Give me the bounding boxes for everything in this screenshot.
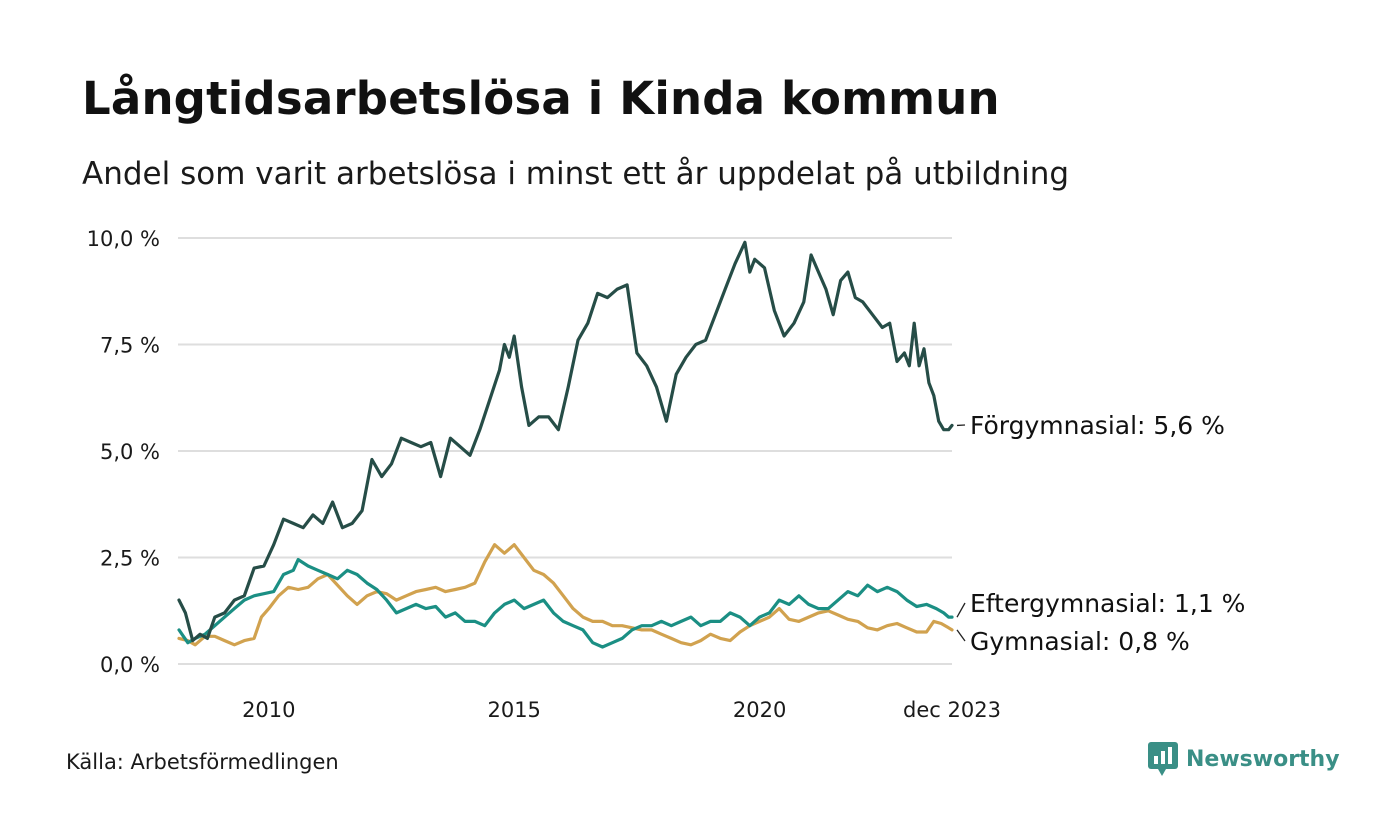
series-end-labels: Förgymnasial: 5,6 % Eftergymnasial: 1,1 %… (956, 411, 1245, 656)
chart-subtitle: Andel som varit arbetslösa i minst ett å… (82, 156, 1070, 192)
label-leader-line (956, 602, 966, 618)
newsworthy-logo-icon (1148, 742, 1178, 776)
y-tick-label: 10,0 % (87, 227, 160, 251)
source-note: Källa: Arbetsförmedlingen (66, 750, 339, 774)
y-axis: 0,0 % 2,5 % 5,0 % 7,5 % 10,0 % (87, 227, 160, 677)
y-tick-label: 7,5 % (100, 334, 160, 358)
brand: Newsworthy (1148, 742, 1340, 776)
brand-name: Newsworthy (1186, 746, 1340, 772)
series-line-gymnasial (177, 543, 954, 647)
series-end-label: Förgymnasial: 5,6 % (970, 411, 1225, 440)
x-tick-label: 2015 (487, 698, 540, 722)
x-tick-label: dec 2023 (903, 698, 1001, 722)
series-line-eftergymnasial (177, 558, 954, 649)
series-end-label: Gymnasial: 0,8 % (970, 627, 1190, 656)
series-line-förgymnasial (177, 240, 954, 643)
x-tick-label: 2020 (733, 698, 786, 722)
y-tick-label: 0,0 % (100, 653, 160, 677)
label-leader-line (956, 629, 966, 642)
series-end-label: Eftergymnasial: 1,1 % (970, 589, 1245, 618)
y-tick-label: 5,0 % (100, 440, 160, 464)
y-tick-label: 2,5 % (100, 547, 160, 571)
series-lines (177, 240, 954, 649)
chart-title: Långtidsarbetslösa i Kinda kommun (82, 72, 1000, 125)
x-axis: 2010 2015 2020 dec 2023 (242, 698, 1001, 722)
x-tick-label: 2010 (242, 698, 295, 722)
gridlines (178, 237, 952, 665)
